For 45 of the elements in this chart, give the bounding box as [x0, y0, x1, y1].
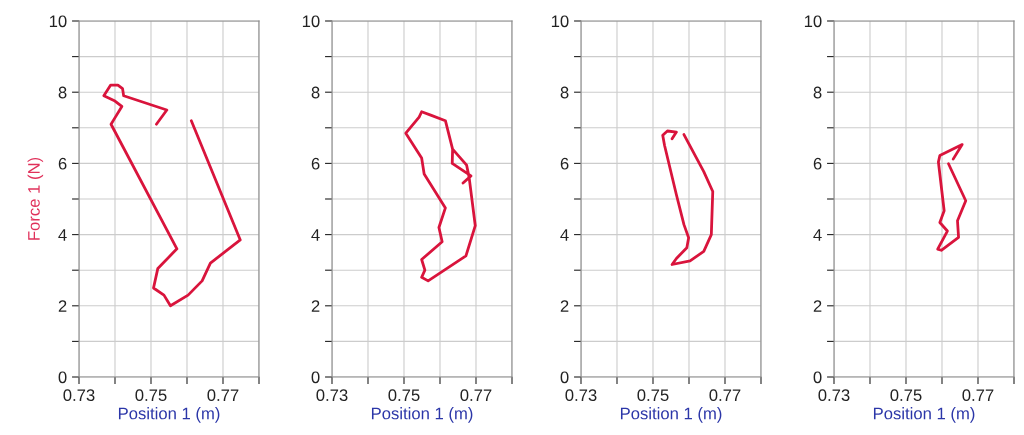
x-tick-label: 0.75	[890, 389, 922, 402]
x-axis-title: Position 1 (m)	[118, 407, 220, 423]
y-tick-label: 6	[58, 157, 67, 170]
x-tick-label: 0.73	[818, 389, 850, 402]
y-tick-label: 4	[311, 229, 320, 241]
y-tick-label: 8	[311, 86, 320, 99]
x-tick-label: 0.77	[709, 389, 741, 402]
y-tick-label: 0	[560, 371, 569, 384]
x-tick-label: 0.75	[388, 389, 420, 402]
x-tick-label: 0.77	[962, 389, 994, 402]
line-series	[404, 110, 477, 283]
y-tick-label: 2	[311, 300, 320, 312]
y-tick-label: 10	[302, 15, 320, 28]
y-tick-label: 0	[813, 371, 822, 384]
x-tick-label: 0.73	[565, 389, 597, 402]
line-series	[661, 129, 715, 266]
y-tick-label: 8	[58, 86, 67, 99]
x-tick-label: 0.77	[207, 389, 239, 402]
y-tick-label: 8	[813, 86, 822, 99]
y-tick-label: 4	[813, 229, 822, 241]
y-tick-label: 2	[813, 300, 822, 312]
x-tick-label: 0.73	[316, 389, 348, 402]
x-axis-title: Position 1 (m)	[873, 407, 975, 423]
x-tick-label: 0.77	[460, 389, 492, 402]
y-tick-label: 10	[49, 15, 67, 28]
y-axis-title: Force 1 (N)	[27, 157, 44, 240]
line-series	[936, 143, 968, 252]
y-tick-label: 2	[560, 300, 569, 312]
y-tick-label: 4	[560, 229, 569, 241]
x-axis-title: Position 1 (m)	[620, 407, 722, 423]
x-tick-label: 0.75	[135, 389, 167, 402]
y-tick-label: 6	[560, 157, 569, 170]
y-tick-label: 0	[311, 371, 320, 384]
line-series	[102, 83, 242, 308]
x-axis-title: Position 1 (m)	[371, 407, 473, 423]
x-tick-label: 0.75	[637, 389, 669, 402]
y-tick-label: 0	[58, 371, 67, 384]
y-tick-label: 4	[58, 229, 67, 241]
y-tick-label: 10	[551, 15, 569, 28]
y-tick-label: 6	[813, 157, 822, 170]
y-tick-label: 2	[58, 300, 67, 312]
y-tick-label: 6	[311, 157, 320, 170]
y-tick-label: 8	[560, 86, 569, 99]
x-tick-label: 0.73	[63, 389, 95, 402]
y-tick-label: 10	[804, 15, 822, 28]
